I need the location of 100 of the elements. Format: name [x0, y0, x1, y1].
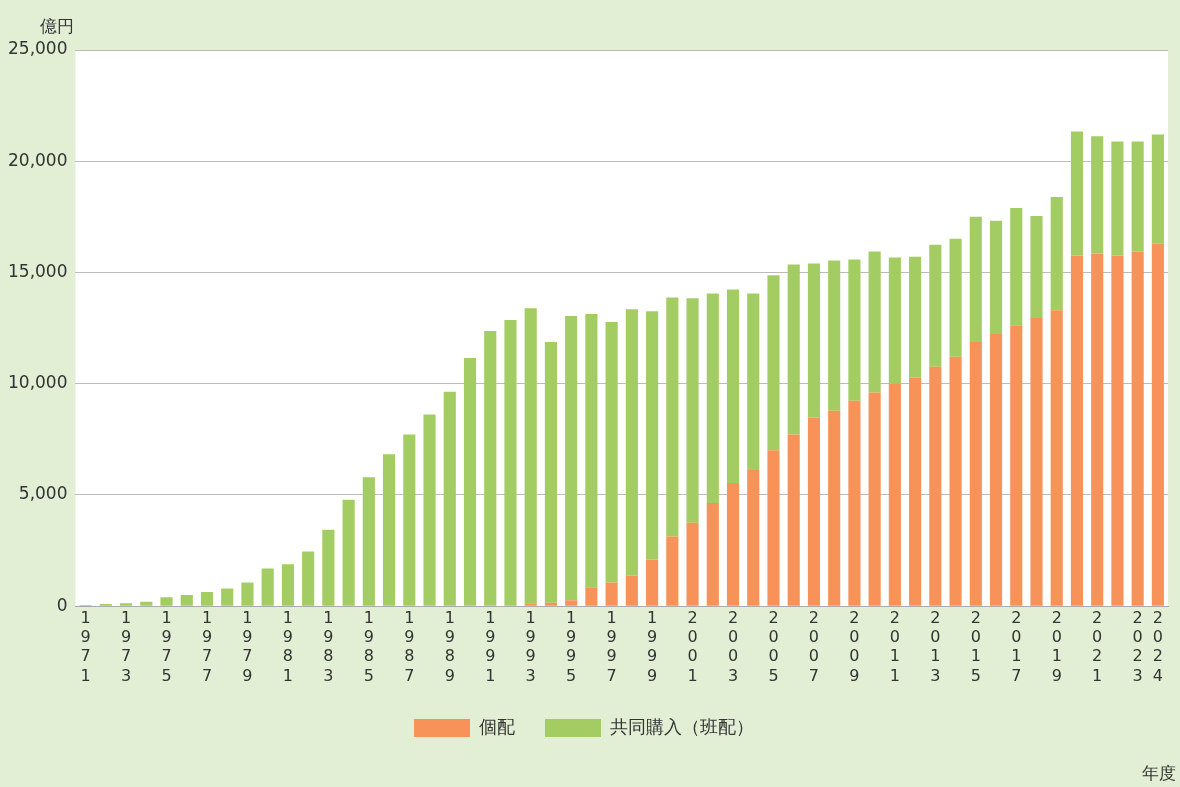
x-tick-label: 2011	[889, 607, 900, 685]
x-tick-label: 2003	[727, 607, 739, 685]
legend-label: 共同購入（班配）	[610, 715, 754, 737]
bar	[686, 298, 699, 523]
bar	[767, 275, 780, 451]
bar	[646, 311, 659, 560]
bar	[200, 591, 214, 606]
bar	[1131, 141, 1144, 252]
bar	[807, 417, 821, 606]
bar	[1111, 255, 1124, 606]
bar	[1131, 251, 1144, 606]
bar	[463, 357, 477, 606]
bar	[848, 400, 861, 606]
bar	[969, 216, 982, 342]
bar	[383, 454, 396, 606]
x-tick-label: 2024	[1152, 607, 1163, 685]
x-tick-label: 1977	[201, 607, 213, 685]
bar	[929, 366, 942, 606]
bar	[868, 251, 881, 393]
bar	[888, 383, 901, 606]
bar	[1010, 207, 1023, 326]
bar	[585, 314, 598, 588]
bar	[585, 587, 598, 606]
x-tick-label: 2007	[808, 607, 820, 685]
x-tick-label: 1995	[566, 607, 577, 685]
bar	[787, 434, 800, 606]
x-tick-label: 1983	[323, 607, 334, 685]
legend-label: 個配	[479, 715, 515, 737]
bar	[423, 414, 436, 606]
y-tick-label: 15,000	[8, 260, 68, 281]
bar	[565, 316, 578, 601]
bar	[261, 568, 274, 606]
bar	[726, 289, 740, 483]
bar	[544, 342, 557, 603]
bar	[1030, 215, 1043, 319]
x-tick-label: 2005	[768, 607, 779, 685]
bar	[221, 588, 234, 606]
bar	[241, 582, 254, 606]
bar	[302, 551, 315, 606]
x-tick-label: 1975	[161, 607, 172, 685]
bar	[747, 293, 760, 471]
y-tick-label: 25,000	[8, 38, 68, 59]
bar	[807, 263, 821, 418]
bar	[1111, 141, 1124, 256]
bar	[1010, 325, 1023, 606]
x-tick-label: 2015	[970, 607, 981, 685]
bar	[706, 293, 719, 503]
y-tick-label: 20,000	[8, 149, 68, 170]
x-tick-label: 2017	[1011, 607, 1022, 685]
y-tick-label: 5,000	[18, 483, 68, 504]
x-tick-label: 2021	[1092, 607, 1103, 685]
x-tick-label: 1971	[80, 607, 91, 685]
bar	[524, 603, 537, 606]
bar	[929, 244, 942, 367]
bar	[1151, 243, 1164, 606]
bar	[281, 564, 294, 606]
x-tick-label: 1991	[485, 607, 496, 685]
bar	[362, 477, 375, 606]
bar	[140, 601, 153, 606]
bar	[484, 330, 497, 606]
bar	[666, 297, 679, 537]
bar	[828, 260, 841, 411]
bar	[666, 536, 679, 606]
bar	[1050, 197, 1063, 311]
y-tick-label: 10,000	[8, 372, 68, 393]
bar	[342, 499, 355, 606]
bar	[544, 602, 557, 606]
x-tick-label: 2023	[1132, 607, 1143, 685]
x-axis-title: 年度	[1142, 762, 1176, 783]
x-tick-label: 1985	[363, 607, 374, 685]
bar	[605, 322, 618, 583]
x-tick-label: 1973	[120, 607, 132, 685]
x-tick-label: 1997	[606, 607, 617, 685]
bar	[909, 256, 922, 378]
x-tick-label: 2001	[687, 607, 698, 685]
bar	[1091, 253, 1104, 606]
bar	[1050, 310, 1063, 606]
bar	[726, 482, 740, 606]
bar	[1091, 136, 1104, 254]
bar	[119, 603, 133, 606]
bar	[686, 522, 699, 606]
bar	[989, 334, 1003, 606]
bar	[646, 559, 659, 606]
y-tick-label: 0	[56, 594, 68, 615]
x-tick-label: 1979	[242, 607, 253, 685]
bar	[443, 391, 456, 606]
bar	[625, 575, 638, 606]
bar	[1030, 318, 1043, 606]
bar	[969, 341, 982, 606]
bar	[787, 264, 800, 435]
bar	[828, 410, 841, 606]
x-tick-label: 1989	[444, 607, 455, 685]
bar	[909, 377, 922, 606]
bar	[605, 582, 618, 606]
x-tick-label: 2013	[930, 607, 941, 685]
bar	[504, 320, 517, 606]
bar	[524, 308, 537, 604]
bar	[767, 450, 780, 606]
bar	[625, 309, 638, 576]
bar	[322, 529, 335, 606]
